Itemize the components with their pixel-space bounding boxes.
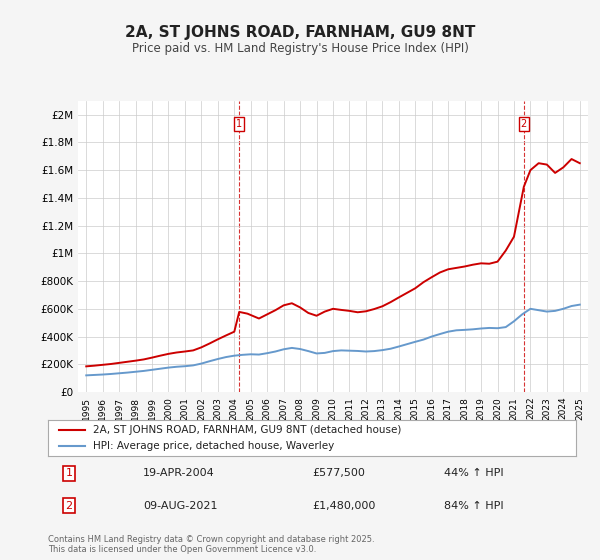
Text: £577,500: £577,500 xyxy=(312,468,365,478)
Text: Price paid vs. HM Land Registry's House Price Index (HPI): Price paid vs. HM Land Registry's House … xyxy=(131,42,469,55)
Text: 2A, ST JOHNS ROAD, FARNHAM, GU9 8NT (detached house): 2A, ST JOHNS ROAD, FARNHAM, GU9 8NT (det… xyxy=(93,425,401,435)
Text: 2A, ST JOHNS ROAD, FARNHAM, GU9 8NT: 2A, ST JOHNS ROAD, FARNHAM, GU9 8NT xyxy=(125,25,475,40)
Text: 1: 1 xyxy=(65,468,73,478)
Text: 2: 2 xyxy=(65,501,73,511)
Text: 1: 1 xyxy=(236,119,242,129)
Text: HPI: Average price, detached house, Waverley: HPI: Average price, detached house, Wave… xyxy=(93,441,334,451)
Text: 09-AUG-2021: 09-AUG-2021 xyxy=(143,501,218,511)
Text: 84% ↑ HPI: 84% ↑ HPI xyxy=(444,501,503,511)
Text: 19-APR-2004: 19-APR-2004 xyxy=(143,468,215,478)
Text: £1,480,000: £1,480,000 xyxy=(312,501,376,511)
Text: 44% ↑ HPI: 44% ↑ HPI xyxy=(444,468,503,478)
Text: Contains HM Land Registry data © Crown copyright and database right 2025.
This d: Contains HM Land Registry data © Crown c… xyxy=(48,535,374,554)
Text: 2: 2 xyxy=(521,119,527,129)
